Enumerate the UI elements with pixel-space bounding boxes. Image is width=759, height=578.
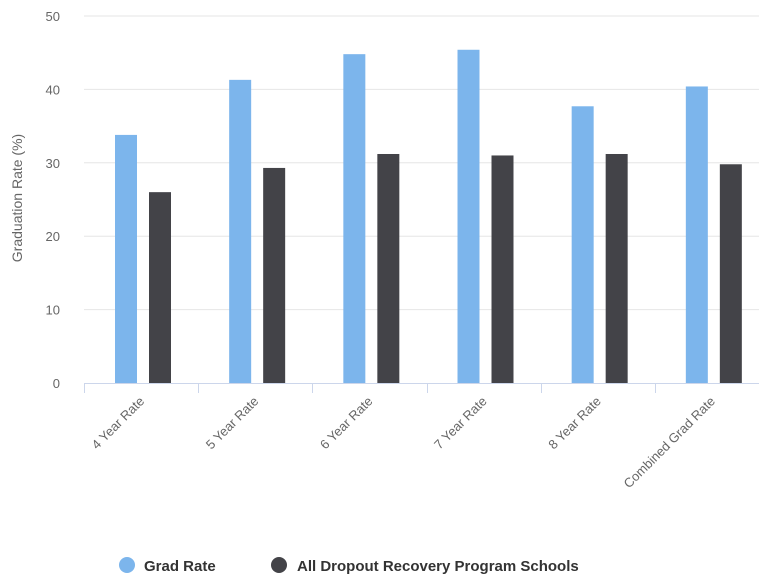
legend-item-grad-rate[interactable]: Grad Rate — [119, 557, 216, 575]
x-tick-label: 5 Year Rate — [203, 394, 262, 453]
legend-item-all-dropout-recovery[interactable]: All Dropout Recovery Program Schools — [271, 557, 579, 575]
y-tick-label: 0 — [53, 376, 60, 391]
bar-all-dropout-recovery-3[interactable] — [491, 155, 514, 383]
bar-grad-rate-3[interactable] — [457, 49, 480, 383]
y-axis-title: Graduation Rate (%) — [9, 134, 25, 262]
x-tick-label: Combined Grad Rate — [621, 394, 718, 491]
legend-label: All Dropout Recovery Program Schools — [297, 558, 579, 575]
bars — [115, 49, 742, 384]
bar-grad-rate-1[interactable] — [229, 79, 252, 383]
legend[interactable]: Grad Rate All Dropout Recovery Program Sc… — [119, 557, 579, 575]
legend-label: Grad Rate — [144, 558, 216, 575]
bar-grad-rate-0[interactable] — [115, 134, 137, 383]
y-tick-label: 40 — [46, 82, 60, 97]
y-tick-label: 50 — [46, 9, 60, 24]
x-tick-label: 7 Year Rate — [431, 394, 490, 453]
y-tick-label: 10 — [46, 303, 60, 318]
bar-all-dropout-recovery-0[interactable] — [149, 192, 171, 383]
bar-grad-rate-2[interactable] — [343, 54, 366, 383]
x-tick-label: 4 Year Rate — [89, 394, 148, 453]
x-tick-label: 6 Year Rate — [317, 394, 376, 453]
bar-grad-rate-5[interactable] — [685, 86, 708, 384]
bar-grad-rate-4[interactable] — [571, 106, 594, 384]
y-tick-label: 30 — [46, 156, 60, 171]
legend-swatch — [271, 557, 287, 573]
gridlines — [84, 15, 759, 311]
x-axis-tick-marks — [84, 383, 656, 393]
bar-all-dropout-recovery-1[interactable] — [263, 167, 286, 383]
y-tick-label: 20 — [46, 229, 60, 244]
y-axis-tick-labels: 0 10 20 30 40 50 — [46, 9, 60, 391]
legend-swatch — [119, 557, 135, 573]
x-axis-tick-labels: 4 Year Rate 5 Year Rate 6 Year Rate 7 Year … — [89, 394, 718, 491]
bar-all-dropout-recovery-5[interactable] — [719, 164, 742, 383]
x-tick-label: 8 Year Rate — [545, 394, 604, 453]
bar-all-dropout-recovery-4[interactable] — [605, 153, 628, 383]
bar-all-dropout-recovery-2[interactable] — [377, 153, 400, 383]
